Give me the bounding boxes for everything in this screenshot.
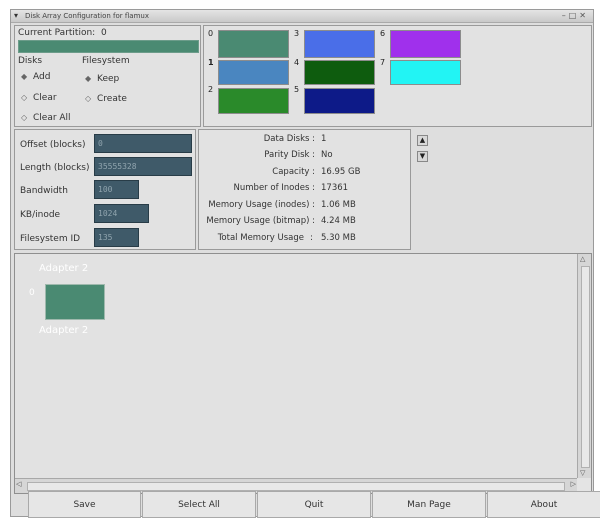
- parity-disk-value: No: [321, 150, 333, 160]
- offset-label: Offset (blocks): [20, 140, 86, 150]
- adapter-canvas[interactable]: Adapter 2 0 Adapter 2 △ ▽ ◁ ▷: [14, 253, 592, 494]
- inodes-value: 17361: [321, 183, 349, 193]
- palette-num-6: 6: [380, 29, 386, 38]
- minimize-icon[interactable]: –: [561, 11, 569, 20]
- current-partition-label: Current Partition:: [18, 28, 96, 38]
- palette-num-5: 5: [294, 85, 300, 94]
- palette-num-0: 0: [208, 29, 214, 38]
- quit-button[interactable]: Quit: [257, 491, 371, 518]
- fs-create-label: Create: [97, 94, 127, 104]
- length-label: Length (blocks): [20, 163, 90, 173]
- select-all-button[interactable]: Select All: [142, 491, 256, 518]
- radio-unselected-icon: ◇: [85, 94, 92, 103]
- mem-bitmap-value: 4.24 MB: [321, 216, 356, 226]
- palette-swatch-2[interactable]: [218, 88, 289, 114]
- palette-num-7: 7: [380, 58, 386, 67]
- palette-swatch-0[interactable]: [218, 30, 289, 58]
- palette-num-3: 3: [294, 29, 300, 38]
- scroll-up-button[interactable]: ▲: [417, 135, 428, 146]
- scroll-left-arrow-icon[interactable]: ◁: [16, 480, 22, 488]
- adapter-bottom-label: Adapter 2: [39, 325, 89, 336]
- palette-num-2: 2: [208, 85, 214, 94]
- palette-num-1: 1: [208, 58, 214, 67]
- kb-inode-input[interactable]: 1024: [94, 204, 149, 223]
- partition-panel: Current Partition: 0 Disks Filesystem ◆ A…: [14, 25, 201, 127]
- palette-swatch-1[interactable]: [218, 60, 289, 85]
- disks-add-radio[interactable]: ◆ Add: [21, 72, 50, 82]
- fs-keep-radio[interactable]: ◆ Keep: [85, 74, 119, 84]
- radio-unselected-icon: ◇: [21, 113, 28, 122]
- info-panel: Data Disks : 1 Parity Disk : No Capacity…: [198, 129, 411, 250]
- horizontal-scroll-thumb[interactable]: [27, 482, 565, 491]
- disk-color-palette: 0 1 2 3 4 5 6 7: [203, 25, 592, 127]
- radio-selected-icon: ◆: [85, 74, 92, 83]
- window-title: Disk Array Configuration for flamux: [25, 12, 149, 20]
- disks-add-label: Add: [33, 72, 51, 82]
- bandwidth-input[interactable]: 100: [94, 180, 139, 199]
- palette-swatch-6[interactable]: [390, 30, 461, 58]
- length-input[interactable]: 35555328: [94, 157, 192, 176]
- filesystem-header: Filesystem: [82, 56, 130, 66]
- maximize-icon[interactable]: □: [568, 11, 580, 20]
- scroll-up-arrow-icon[interactable]: △: [580, 255, 586, 263]
- mem-inodes-value: 1.06 MB: [321, 200, 356, 210]
- window-controls: –□✕: [562, 10, 589, 22]
- offset-input[interactable]: 0: [94, 134, 192, 153]
- scroll-right-arrow-icon[interactable]: ▷: [570, 480, 576, 488]
- bandwidth-label: Bandwidth: [20, 186, 68, 196]
- total-mem-sep: :: [310, 233, 313, 243]
- current-partition-value: 0: [101, 28, 107, 38]
- radio-selected-icon: ◆: [21, 72, 28, 81]
- save-button[interactable]: Save: [28, 491, 141, 518]
- total-mem-value: 5.30 MB: [321, 233, 356, 243]
- capacity-value: 16.95 GB: [321, 167, 361, 177]
- parity-disk-label: Parity Disk :: [264, 150, 315, 160]
- mem-bitmap-label: Memory Usage (bitmap) :: [206, 216, 315, 226]
- close-icon[interactable]: ✕: [579, 11, 589, 20]
- params-panel: Offset (blocks) 0 Length (blocks) 355553…: [14, 129, 196, 250]
- total-mem-label: Total Memory Usage: [217, 233, 304, 243]
- disks-clear-label: Clear: [33, 93, 57, 103]
- radio-unselected-icon: ◇: [21, 93, 28, 102]
- disks-clear-all-radio[interactable]: ◇ Clear All: [21, 113, 71, 123]
- data-disks-label: Data Disks :: [263, 134, 315, 144]
- title-bar: ▾ Disk Array Configuration for flamux –□…: [11, 10, 593, 23]
- horizontal-scrollbar[interactable]: ◁ ▷: [15, 478, 577, 493]
- about-button[interactable]: About: [487, 491, 600, 518]
- disk-number: 0: [29, 288, 35, 298]
- disk-array-window: ▾ Disk Array Configuration for flamux –□…: [10, 9, 600, 518]
- palette-swatch-5[interactable]: [304, 88, 375, 114]
- capacity-label: Capacity :: [272, 167, 315, 177]
- vertical-scrollbar[interactable]: △ ▽: [577, 254, 591, 478]
- data-disks-value: 1: [321, 134, 327, 144]
- disk-0-block[interactable]: [45, 284, 105, 320]
- scroll-down-arrow-icon[interactable]: ▽: [580, 469, 586, 477]
- palette-swatch-4[interactable]: [304, 60, 375, 85]
- disks-header: Disks: [18, 56, 43, 66]
- filesystem-id-input[interactable]: 135: [94, 228, 139, 247]
- adapter-top-label: Adapter 2: [39, 263, 89, 274]
- man-page-button[interactable]: Man Page: [372, 491, 486, 518]
- window-menu-icon[interactable]: ▾: [14, 11, 19, 20]
- palette-num-4: 4: [294, 58, 300, 67]
- palette-swatch-7[interactable]: [390, 60, 461, 85]
- canvas-inner: Adapter 2 0 Adapter 2: [15, 254, 577, 478]
- disks-clear-radio[interactable]: ◇ Clear: [21, 93, 57, 103]
- scroll-down-button[interactable]: ▼: [417, 151, 428, 162]
- mem-inodes-label: Memory Usage (inodes) :: [208, 200, 315, 210]
- filesystem-id-label: Filesystem ID: [20, 234, 81, 244]
- fs-create-radio[interactable]: ◇ Create: [85, 94, 127, 104]
- fs-keep-label: Keep: [97, 74, 120, 84]
- partition-color-bar[interactable]: [18, 40, 199, 53]
- disks-clear-all-label: Clear All: [33, 113, 71, 123]
- kb-inode-label: KB/inode: [20, 210, 61, 220]
- vertical-scroll-thumb[interactable]: [581, 266, 590, 468]
- inodes-label: Number of Inodes :: [233, 183, 315, 193]
- palette-swatch-3[interactable]: [304, 30, 375, 58]
